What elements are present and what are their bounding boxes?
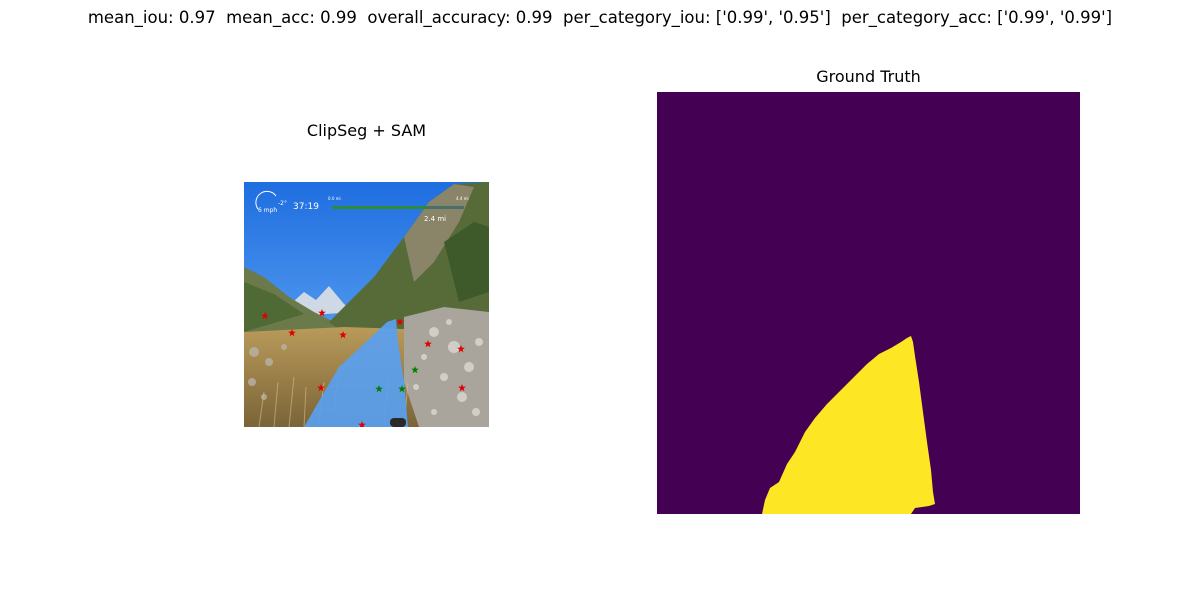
hud-time: 37:19 — [293, 202, 319, 212]
ground-truth-foreground — [762, 336, 935, 514]
negative-point-star — [458, 384, 466, 392]
right-panel-title: Ground Truth — [816, 67, 921, 86]
photo-background — [244, 182, 489, 427]
ground-truth-mask — [657, 92, 1080, 514]
dark-object — [390, 418, 406, 427]
negative-point-star — [261, 312, 269, 320]
hud-overlay: 6 mph -2° 37:19 0.0 mi 4.4 mi 2.4 mi — [255, 190, 469, 223]
prediction-overlay-image: 6 mph -2° 37:19 0.0 mi 4.4 mi 2.4 mi — [244, 182, 489, 427]
negative-point-star — [396, 318, 404, 326]
negative-point-star — [358, 421, 366, 427]
hud-distance: 2.4 mi — [424, 215, 446, 223]
negative-point-star — [318, 309, 326, 317]
positive-point-star — [398, 385, 406, 393]
figure-suptitle: mean_iou: 0.97 mean_acc: 0.99 overall_ac… — [87, 8, 1113, 27]
negative-point-star — [424, 340, 432, 348]
negative-point-star — [457, 345, 465, 353]
left-panel-title: ClipSeg + SAM — [306, 121, 427, 140]
prompt-points — [261, 309, 466, 427]
hud-speed: 6 mph — [258, 207, 277, 214]
positive-point-star — [411, 366, 419, 374]
hud-grade: -2° — [278, 200, 287, 207]
predicted-mask — [304, 319, 408, 427]
hud-progress-fill — [332, 206, 428, 209]
negative-point-star — [288, 329, 296, 337]
hud-bar-end: 4.4 mi — [456, 196, 469, 201]
negative-point-star — [339, 331, 347, 339]
positive-point-star — [375, 385, 383, 393]
negative-point-star — [317, 384, 325, 392]
hud-bar-start: 0.0 mi — [328, 196, 341, 201]
